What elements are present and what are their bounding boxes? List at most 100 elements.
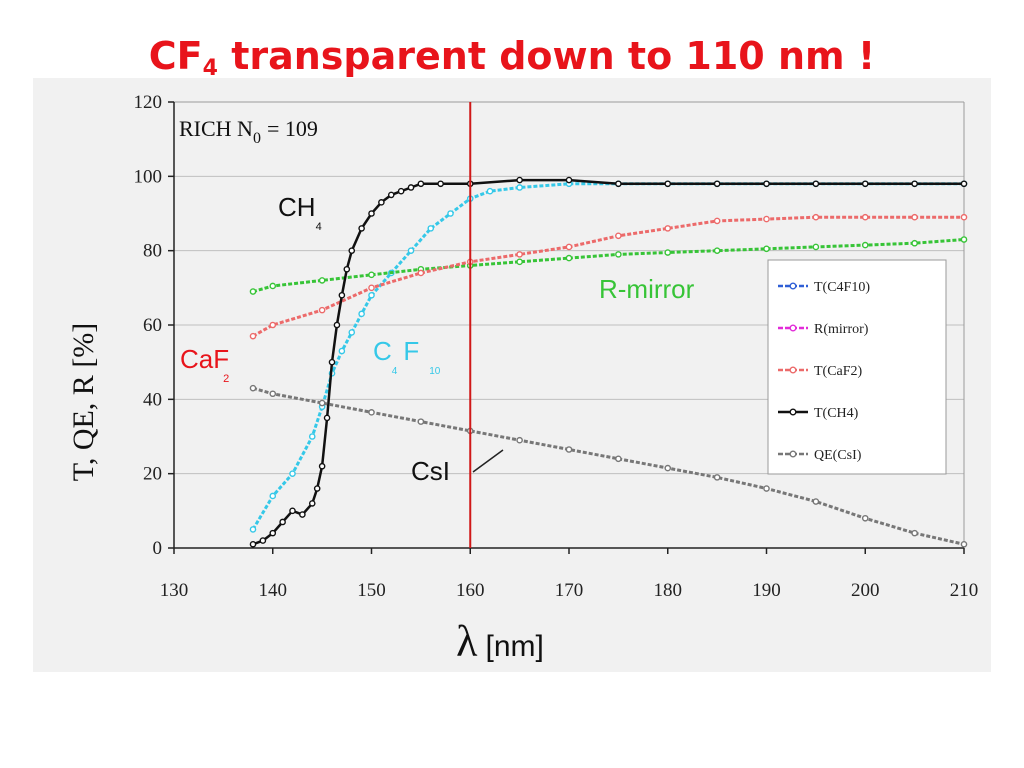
point-mirror [911,239,918,247]
point-csi [812,498,820,505]
ch4-main: CH [278,192,316,222]
c4f10-annotation: C4F 10 [373,336,441,377]
x-tick-label-170: 170 [555,580,584,601]
point-csi [861,514,869,522]
legend-entries: T(C4F10) R(mirror) T(CaF2) T(CH4) QE(CsI) [778,280,870,463]
point-csi [911,529,918,537]
point-mirror [516,258,523,266]
point-caf2 [565,243,573,251]
point-ch4 [279,518,286,526]
series-line-ch4 [252,178,964,546]
point-ch4 [407,184,415,191]
point-caf2 [812,213,820,221]
x-axis-lambda: λ [456,617,478,666]
point-ch4 [713,180,721,188]
point-csi [249,384,257,392]
caf2-annotation: CaF 2 [180,344,229,385]
x-tick-label-210: 210 [950,580,979,601]
point-ch4 [397,187,405,195]
ch4-subscript: 4 [316,221,322,233]
point-ch4 [323,414,331,422]
point-csi [318,399,326,407]
ch4-annotation: CH4 [278,192,322,233]
rmirror-annotation: R-mirror [599,274,695,304]
y-tick-label-120: 120 [134,92,163,113]
point-caf2 [960,213,968,221]
point-c4f10 [358,310,365,318]
point-ch4 [318,462,326,470]
point-c4f10 [249,526,257,533]
y-tick-label-0: 0 [153,538,163,559]
legend-marker-c4f10 [789,282,797,290]
x-tick-label-140: 140 [259,580,288,601]
point-ch4 [299,511,306,518]
point-ch4 [387,191,395,199]
x-tick-label-160: 160 [456,580,485,601]
y-tick-label-40: 40 [143,389,162,410]
point-caf2 [417,269,425,277]
point-caf2 [861,213,869,221]
point-ch4 [368,210,375,217]
point-ch4 [249,540,257,548]
point-csi [713,474,721,481]
chart-legend: T(C4F10) R(mirror) T(CaF2) T(CH4) QE(CsI) [767,259,947,475]
c4f10-sub10: 10 [429,366,441,377]
plot-panel: 0 20 40 60 80 100 120 130 140 150 160 170 180 190 200 2… [33,78,991,672]
y-axis-label: T, QE, R [%] [67,323,100,482]
y-tick-label-100: 100 [134,166,163,187]
y-tick-label-20: 20 [143,464,162,485]
point-ch4 [269,529,277,537]
point-caf2 [911,213,918,221]
point-mirror [615,251,622,258]
point-ch4 [960,180,968,188]
point-mirror [565,254,573,262]
point-c4f10 [368,291,375,299]
point-ch4 [343,265,351,273]
c4f10-f: F [403,336,419,366]
point-caf2 [318,306,326,314]
point-mirror [861,241,869,249]
point-ch4 [615,180,622,188]
rich-label: RICH N [179,116,253,141]
slide-title: CF4 transparent down to 110 nm ! [0,34,1024,81]
title-prefix: CF [148,34,203,78]
point-mirror [368,271,375,279]
point-c4f10 [338,347,346,355]
point-mirror [318,277,326,284]
point-caf2 [763,215,770,223]
point-mirror [249,288,257,295]
point-ch4 [565,176,573,184]
point-caf2 [249,332,257,340]
point-ch4 [348,247,356,254]
point-ch4 [516,176,523,184]
point-csi [565,446,573,453]
point-ch4 [437,180,444,188]
point-csi [516,436,523,444]
point-csi [368,409,375,416]
c4f10-c: C [373,336,392,366]
point-mirror [812,243,820,251]
point-ch4 [417,180,425,188]
point-c4f10 [427,225,435,232]
point-caf2 [516,251,523,258]
point-c4f10 [269,492,277,500]
csi-pointer-line [472,449,504,473]
x-axis-unit: [nm] [485,630,543,663]
series-caf2 [249,213,968,340]
csi-annotation: CsI [411,456,450,486]
point-caf2 [615,232,622,240]
point-ch4 [333,321,341,329]
point-csi [664,464,672,472]
legend-marker-caf2 [789,366,797,374]
point-ch4 [861,180,869,188]
point-c4f10 [486,187,494,195]
x-tick-label-150: 150 [357,580,386,601]
point-ch4 [378,199,385,206]
legend-label-c4f10: T(C4F10) [814,280,870,295]
series-line-mirror [252,238,965,294]
rich-subscript: 0 [253,130,261,147]
point-ch4 [664,180,672,188]
legend-marker-csi [789,450,797,458]
